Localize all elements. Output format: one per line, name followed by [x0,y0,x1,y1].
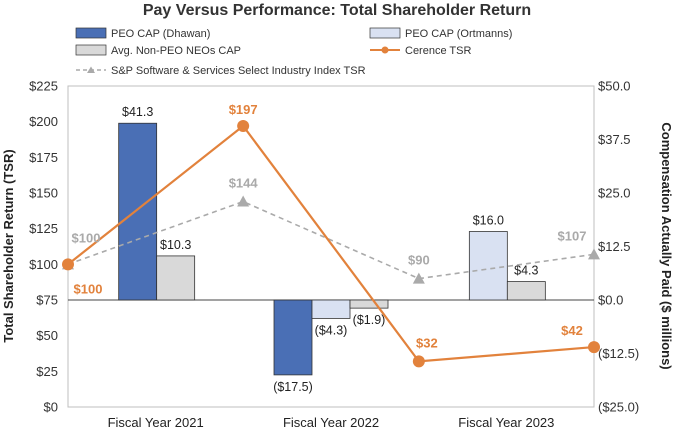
category-label: Fiscal Year 2022 [283,415,379,430]
left-tick-label: $225 [29,79,58,94]
left-axis-title: Total Shareholder Return (TSR) [1,149,16,342]
sp-index-point [237,195,250,207]
bar-data-label: ($1.9) [353,313,386,327]
cerence-tsr-point [237,119,250,132]
bar-data-label: $4.3 [514,264,538,278]
sp-index-point [588,248,600,260]
cerence-tsr-data-label: $32 [416,335,438,350]
sp-index-point [412,272,425,284]
cerence-tsr-data-label: $197 [229,102,258,117]
legend-label-dhawan: PEO CAP (Dhawan) [111,28,210,40]
legend-label-cerence: Cerence TSR [405,45,471,57]
legend: PEO CAP (Dhawan) PEO CAP (Ortmanns) Avg.… [75,27,512,77]
cerence-tsr-data-label: $42 [561,323,583,338]
chart-title: Pay Versus Performance: Total Shareholde… [143,2,531,19]
right-tick-label: ($25.0) [598,400,639,415]
legend-swatch-dhawan [75,27,107,39]
right-tick-label: $0.0 [598,293,623,308]
right-axis-title: Compensation Actually Paid ($ millions) [659,122,674,369]
category-label: Fiscal Year 2023 [458,415,554,430]
cerence-tsr-point [412,355,425,368]
legend-label-ortmanns: PEO CAP (Ortmanns) [405,28,512,40]
sp-index-data-label: $90 [408,253,430,268]
bar-ortmanns [311,299,351,319]
left-tick-label: $125 [29,221,58,236]
bar-data-label: ($4.3) [315,323,348,337]
cerence-tsr-point [588,341,600,354]
plot-area [67,85,595,408]
left-tick-label: $25 [36,364,58,379]
legend-swatch-neos [75,44,107,56]
bar-data-label: $16.0 [473,214,504,228]
lines: $100 $144 $90 $107 $100 $197 $32 $42 [62,102,600,368]
left-tick-label: $175 [29,150,58,165]
legend-label-sp: S&P Software & Services Select Industry … [111,65,366,77]
cerence-tsr-data-label: $100 [74,281,103,296]
right-tick-label: ($12.5) [598,346,639,361]
bar-data-label: $41.3 [122,105,153,119]
cerence-tsr-line [67,124,595,363]
left-tick-label: $75 [36,293,58,308]
sp-index-tsr-line [67,200,595,280]
cerence-tsr-point [62,258,74,271]
bars: $41.3 ($17.5) ($4.3) $16.0 $10.3 ($1.9) $4.3 [118,105,546,394]
legend-marker-sp [87,66,95,73]
legend-swatch-ortmanns [369,27,401,39]
right-axis-ticks: ($25.0) ($12.5) $0.0 $12.5 $25.0 $37.5 $… [598,79,639,415]
legend-marker-cerence [381,46,389,54]
legend-label-neos: Avg. Non-PEO NEOs CAP [111,45,241,57]
bar-neos [506,281,546,301]
right-tick-label: $12.5 [598,239,631,254]
bar-data-label: $10.3 [160,238,191,252]
bar-neos [156,255,196,301]
left-tick-label: $0 [44,400,58,415]
category-labels: Fiscal Year 2021 Fiscal Year 2022 Fiscal… [108,415,555,430]
sp-index-data-label: $107 [558,228,587,243]
bar-ortmanns [468,231,508,301]
sp-index-data-label: $144 [229,176,259,191]
bar-data-label: ($17.5) [273,380,313,394]
right-tick-label: $50.0 [598,79,631,94]
bar-dhawan [118,122,158,301]
sp-index-data-label: $100 [72,230,101,245]
right-tick-label: $25.0 [598,186,631,201]
bar-dhawan [273,299,313,376]
left-axis-ticks: $0 $25 $50 $75 $100 $125 $150 $175 $200 … [29,79,58,415]
left-tick-label: $150 [29,186,58,201]
right-tick-label: $37.5 [598,132,631,147]
left-tick-label: $50 [36,328,58,343]
left-tick-label: $200 [29,114,58,129]
category-label: Fiscal Year 2021 [108,415,204,430]
bar-neos [349,299,389,309]
left-tick-label: $100 [29,257,58,272]
